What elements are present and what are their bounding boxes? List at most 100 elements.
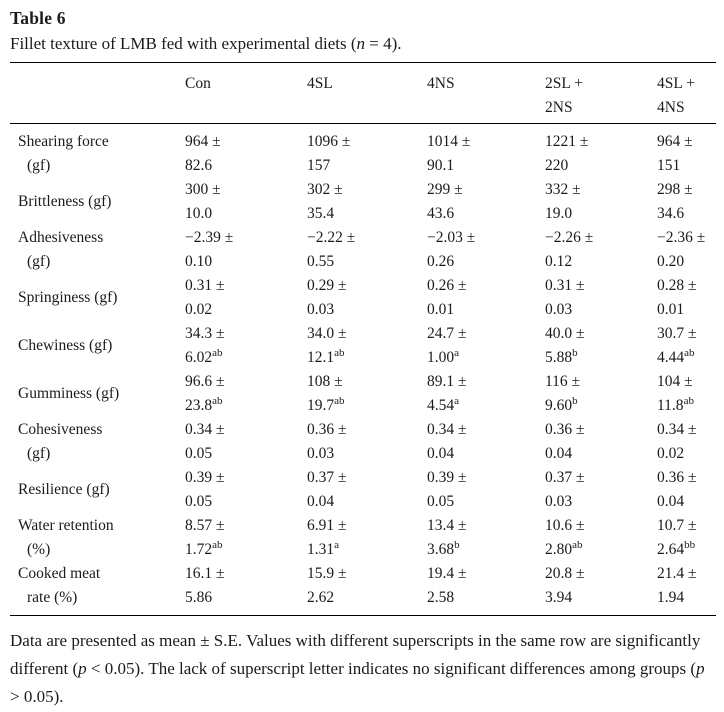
se-value: 10.0: [185, 205, 213, 222]
superscript-letter: ab: [683, 395, 694, 407]
row-label-wrap: Cooked meat rate (%): [18, 562, 177, 610]
mean-value: 89.1 ±: [427, 373, 467, 390]
superscript-letter: ab: [684, 347, 695, 359]
row-label-text: Springiness (gf): [18, 289, 118, 306]
value-cell: 21.4 ± 1.94: [649, 562, 716, 616]
row-label: Chewiness (gf): [10, 322, 177, 370]
se-value: 0.26: [427, 253, 455, 270]
se-value: 0.04: [307, 493, 335, 510]
mean-value: 10.6 ±: [545, 517, 585, 534]
value-cell: 13.4 ± 3.68b: [419, 514, 537, 562]
se-value: 0.03: [307, 445, 335, 462]
mean-value: 0.36 ±: [545, 421, 585, 438]
value-cell: 0.31 ± 0.02: [177, 274, 299, 322]
se-value: 0.04: [545, 445, 573, 462]
mean-value: 0.28 ±: [657, 277, 697, 294]
mean-value: 96.6 ±: [185, 373, 225, 390]
mean-value: 0.36 ±: [657, 469, 697, 486]
mean-value: 964 ±: [657, 133, 693, 150]
value-cell: 0.26 ± 0.01: [419, 274, 537, 322]
se-value: 0.05: [185, 493, 213, 510]
row-label-text: Cooked meat: [18, 565, 101, 582]
value-cell: 1014 ± 90.1: [419, 124, 537, 179]
se-value: 0.02: [185, 301, 213, 318]
se-value: 9.60b: [545, 395, 578, 415]
superscript-letter: ab: [572, 539, 583, 551]
table-row: Cohesiveness (gf) 0.34 ± 0.05 0.36 ± 0.03 0.34…: [10, 418, 716, 466]
value-cell: −2.26 ± 0.12: [537, 226, 649, 274]
mean-value: 302 ±: [307, 181, 343, 198]
se-value: 11.8ab: [657, 395, 694, 415]
table-row: Resilience (gf) 0.39 ± 0.05 0.37 ± 0.04 0.39 …: [10, 466, 716, 514]
value-cell: 10.6 ± 2.80ab: [537, 514, 649, 562]
mean-value: 16.1 ±: [185, 565, 225, 582]
se-value: 35.4: [307, 205, 335, 222]
mean-value: 8.57 ±: [185, 517, 225, 534]
se-value: 0.01: [657, 301, 685, 318]
se-value: 0.10: [185, 253, 213, 270]
se-value: 0.12: [545, 253, 573, 270]
footnote-text-3: > 0.05).: [10, 687, 64, 706]
value-cell: 0.34 ± 0.04: [419, 418, 537, 466]
se-value: 4.54a: [427, 395, 460, 415]
se-value: 5.86: [185, 589, 213, 606]
mean-value: 19.4 ±: [427, 565, 467, 582]
se-value: 3.94: [545, 589, 573, 606]
value-cell: 20.8 ± 3.94: [537, 562, 649, 616]
value-cell: 0.34 ± 0.05: [177, 418, 299, 466]
table-footnote: Data are presented as mean ± S.E. Values…: [10, 627, 716, 711]
superscript-letter: ab: [334, 347, 345, 359]
superscript-letter: b: [454, 539, 460, 551]
mean-value: 10.7 ±: [657, 517, 697, 534]
mean-value: 1096 ±: [307, 133, 351, 150]
row-label-wrap: Brittleness (gf): [18, 178, 177, 226]
se-value: 0.03: [545, 493, 573, 510]
row-label-text: Resilience (gf): [18, 481, 110, 498]
mean-value: 116 ±: [545, 373, 581, 390]
row-label-wrap: Shearing force (gf): [18, 130, 177, 178]
value-cell: 40.0 ± 5.88b: [537, 322, 649, 370]
mean-value: 0.31 ±: [185, 277, 225, 294]
table-header: Con 4SL 4NS 2SL + 2NS 4SL + 4NS: [10, 63, 716, 124]
value-cell: 0.37 ± 0.04: [299, 466, 419, 514]
superscript-letter: ab: [212, 395, 223, 407]
mean-value: 0.31 ±: [545, 277, 585, 294]
row-label: Gumminess (gf): [10, 370, 177, 418]
table-row: Cooked meat rate (%) 16.1 ±5.86 15.9 ±2.62 1…: [10, 562, 716, 616]
superscript-letter: ab: [334, 395, 345, 407]
column-header-2sl-2ns: 2SL + 2NS: [545, 75, 583, 116]
row-label-unit: (gf): [27, 253, 51, 270]
row-label: Adhesiveness (gf): [10, 226, 177, 274]
row-label-wrap: Water retention (%): [18, 514, 177, 562]
value-cell: 0.36 ± 0.04: [537, 418, 649, 466]
row-label: Resilience (gf): [10, 466, 177, 514]
se-value: 0.02: [657, 445, 685, 462]
value-cell: 0.36 ± 0.03: [299, 418, 419, 466]
value-cell: 34.3 ± 6.02ab: [177, 322, 299, 370]
se-value: 0.01: [427, 301, 455, 318]
mean-value: 0.34 ±: [185, 421, 225, 438]
value-cell: 0.39 ± 0.05: [177, 466, 299, 514]
value-cell: 332 ± 19.0: [537, 178, 649, 226]
mean-value: 0.37 ±: [307, 469, 347, 486]
value-cell: 30.7 ± 4.44ab: [649, 322, 716, 370]
footnote-italic-p-1: p: [78, 659, 87, 678]
mean-value: 20.8 ±: [545, 565, 585, 582]
value-cell: 0.36 ± 0.04: [649, 466, 716, 514]
se-value: 0.04: [427, 445, 455, 462]
superscript-letter: a: [334, 539, 340, 551]
se-value: 1.00a: [427, 347, 460, 367]
mean-value: 299 ±: [427, 181, 463, 198]
se-value: 0.05: [427, 493, 455, 510]
mean-value: 24.7 ±: [427, 325, 467, 342]
se-value: 19.0: [545, 205, 573, 222]
se-value: 0.03: [307, 301, 335, 318]
row-label-text: Adhesiveness: [18, 229, 104, 246]
mean-value: −2.36 ±: [657, 229, 706, 246]
se-value: 90.1: [427, 157, 455, 174]
mean-value: 332 ±: [545, 181, 581, 198]
mean-value: −2.03 ±: [427, 229, 476, 246]
row-label-unit: (gf): [27, 157, 51, 174]
se-value: 34.6: [657, 205, 685, 222]
se-value: 0.20: [657, 253, 685, 270]
